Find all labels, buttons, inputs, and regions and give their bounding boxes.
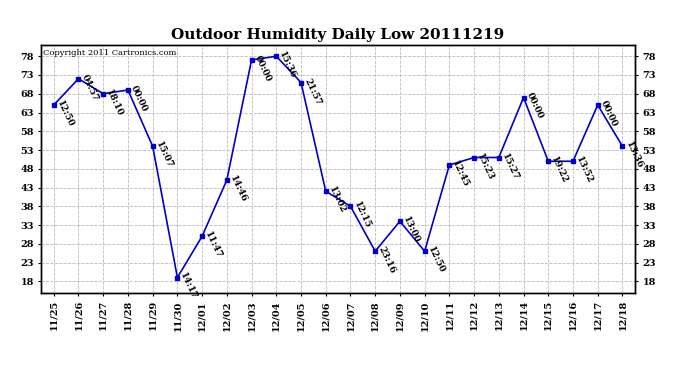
- Text: 21:57: 21:57: [302, 76, 322, 106]
- Text: 18:10: 18:10: [104, 88, 125, 118]
- Text: 13:52: 13:52: [574, 155, 595, 185]
- Text: 14:46: 14:46: [228, 174, 248, 204]
- Text: Copyright 2011 Cartronics.com: Copyright 2011 Cartronics.com: [43, 49, 176, 57]
- Text: 13:02: 13:02: [327, 185, 347, 215]
- Text: 13:36: 13:36: [624, 140, 644, 170]
- Text: 15:07: 15:07: [154, 140, 174, 170]
- Text: 00:00: 00:00: [129, 84, 149, 113]
- Text: 12:50: 12:50: [426, 245, 446, 275]
- Text: 00:00: 00:00: [253, 54, 273, 83]
- Title: Outdoor Humidity Daily Low 20111219: Outdoor Humidity Daily Low 20111219: [172, 28, 504, 42]
- Text: 12:15: 12:15: [352, 200, 372, 230]
- Text: 14:17: 14:17: [179, 272, 199, 302]
- Text: 13:00: 13:00: [401, 215, 422, 245]
- Text: 00:00: 00:00: [524, 92, 544, 121]
- Text: 15:36: 15:36: [277, 50, 298, 80]
- Text: 12:50: 12:50: [55, 99, 75, 129]
- Text: 15:27: 15:27: [500, 152, 520, 181]
- Text: 11:47: 11:47: [204, 230, 224, 260]
- Text: 00:00: 00:00: [599, 99, 619, 128]
- Text: 15:23: 15:23: [475, 152, 495, 182]
- Text: 23:16: 23:16: [376, 245, 397, 275]
- Text: 19:22: 19:22: [549, 155, 570, 185]
- Text: 12:45: 12:45: [451, 159, 471, 189]
- Text: 04:57: 04:57: [79, 73, 100, 102]
